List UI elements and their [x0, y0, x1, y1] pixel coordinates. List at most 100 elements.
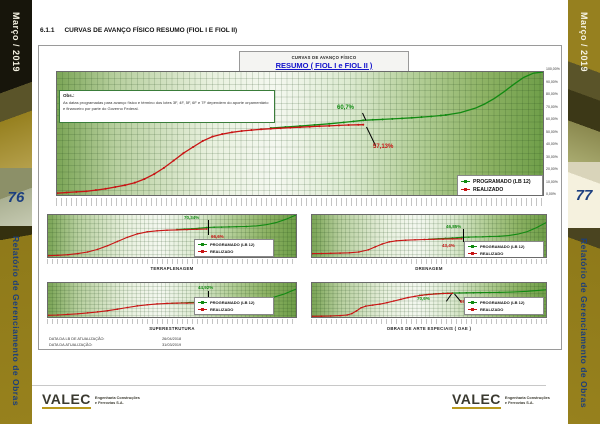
y-tick-label: 80,00%: [546, 92, 558, 97]
superestrutura-programado-label: 44,92%: [198, 285, 214, 290]
leader-line: [462, 229, 464, 242]
chart-title-line2: RESUMO ( FIOL I e FIOL II ): [275, 61, 373, 70]
note-box: Obs.: As datas programadas para avanço f…: [59, 90, 275, 123]
date-row: DATA DA LB DE ATUALIZAÇÃO: 26/04/2018: [49, 336, 181, 342]
left-sidebar-month-band: Março / 2019: [0, 0, 32, 168]
valec-logotype: VALEC: [42, 391, 91, 409]
oae-plot: 70,6% 69,6% PROGRAMADO (LB 12) REALIZADO: [311, 282, 547, 318]
y-tick-label: 100,00%: [546, 67, 560, 71]
main-realizado-label: 57,13%: [373, 144, 394, 150]
valec-tagline-line1: Engenharia Construções: [94, 396, 140, 400]
date-value: 26/04/2018: [162, 337, 182, 341]
x-axis-ticks: [47, 259, 297, 264]
x-axis-ticks: [311, 259, 547, 264]
left-sidebar-title-band: Relatório de Gerenciamento de Obras: [0, 226, 32, 424]
oae-legend: PROGRAMADO (LB 12) REALIZADO: [464, 297, 544, 315]
y-tick-label: 50,00%: [546, 129, 558, 134]
update-dates: DATA DA LB DE ATUALIZAÇÃO: 26/04/2018 DA…: [49, 336, 181, 349]
right-sidebar-title-band: Relatório de Gerenciamento de Obras: [568, 228, 600, 424]
valec-tagline-line2: e Ferrovias S.A.: [94, 400, 124, 405]
right-sidebar-month-band: Março / 2019: [568, 0, 600, 162]
right-month-label: Março / 2019: [579, 12, 589, 73]
drenagem-title: DRENAGEM: [415, 265, 443, 271]
terraplenagem-title: TERRAPLENAGEM: [150, 265, 194, 271]
realizado-marker-icon: [468, 307, 477, 311]
legend-programado-row: PROGRAMADO (LB 12): [198, 300, 270, 305]
legend-realizado-row: REALIZADO: [468, 307, 540, 312]
legend-programado-label: PROGRAMADO (LB 12): [480, 300, 525, 305]
programado-marker-icon: [198, 242, 207, 246]
legend-programado-row: PROGRAMADO (LB 12): [468, 244, 540, 249]
main-summary-chart: Obs.: As datas programadas para avanço f…: [56, 71, 544, 196]
programado-marker-icon: [461, 179, 470, 183]
oae-programado-label: 70,6%: [417, 296, 430, 301]
left-sidebar: Março / 2019 76 Relatório de Gerenciamen…: [0, 0, 32, 424]
legend-realizado-row: REALIZADO: [198, 249, 270, 254]
terraplenagem-legend: PROGRAMADO (LB 12) REALIZADO: [194, 239, 274, 257]
legend-programado-row: PROGRAMADO (LB 12): [461, 179, 539, 185]
legend-programado-label: PROGRAMADO (LB 12): [473, 178, 531, 185]
section-heading: 6.1.1 CURVAS DE AVANÇO FÍSICO RESUMO (FI…: [40, 27, 237, 34]
legend-realizado-row: REALIZADO: [468, 251, 540, 256]
terraplenagem-realizado-label: 66,6%: [211, 234, 224, 239]
valec-logo-left: VALEC Engenharia Construções e Ferrovias…: [42, 392, 140, 409]
realizado-marker-icon: [468, 251, 477, 255]
leader-line: [207, 220, 209, 235]
valec-tagline: Engenharia Construções e Ferrovias S.A.: [505, 396, 550, 406]
y-tick-label: 70,00%: [546, 104, 558, 109]
superestrutura-legend: PROGRAMADO (LB 12) REALIZADO: [194, 297, 274, 315]
legend-programado-label: PROGRAMADO (LB 12): [210, 300, 255, 305]
realizado-marker-icon: [461, 187, 470, 191]
legend-programado-label: PROGRAMADO (LB 12): [210, 242, 255, 247]
programado-marker-icon: [468, 244, 477, 248]
note-text: As datas programadas para avanço físico …: [63, 100, 269, 111]
valec-logo-right: VALEC Engenharia Construções e Ferrovias…: [452, 392, 550, 409]
right-sidebar-pagenumber-band: 77: [568, 162, 600, 228]
date-row: DATA DA ATUALIZAÇÃO: 31/03/2019: [49, 342, 181, 348]
right-sidebar: Março / 2019 77 Relatório de Gerenciamen…: [568, 0, 600, 424]
y-tick-label: 10,00%: [546, 179, 558, 184]
chart-card-terraplenagem: 70,34% 66,6% PROGRAMADO (LB 12) REALIZAD…: [47, 214, 297, 271]
drenagem-realizado-label: 43,4%: [442, 243, 455, 248]
left-report-title: Relatório de Gerenciamento de Obras: [11, 236, 21, 407]
drenagem-plot: 46,85% 43,4% PROGRAMADO (LB 12) REALIZAD…: [311, 214, 547, 258]
programado-marker-icon: [198, 300, 207, 304]
footer-divider: [32, 385, 546, 386]
terraplenagem-plot: 70,34% 66,6% PROGRAMADO (LB 12) REALIZAD…: [47, 214, 297, 258]
drenagem-legend: PROGRAMADO (LB 12) REALIZADO: [464, 241, 544, 257]
charts-frame: CURVAS DE AVANÇO FÍSICO RESUMO ( FIOL I …: [38, 45, 562, 350]
realizado-marker-icon: [198, 307, 207, 311]
superestrutura-plot: 44,92% 41,2% PROGRAMADO (LB 12) REALIZAD…: [47, 282, 297, 318]
legend-realizado-label: REALIZADO: [480, 251, 504, 256]
realizado-marker-icon: [198, 249, 207, 253]
valec-tagline: Engenharia Construções e Ferrovias S.A.: [95, 396, 140, 406]
chart-card-oae: 70,6% 69,6% PROGRAMADO (LB 12) REALIZADO: [311, 282, 547, 331]
right-page-number: 77: [575, 186, 593, 204]
legend-realizado-label: REALIZADO: [473, 186, 504, 193]
legend-realizado-row: REALIZADO: [198, 307, 270, 312]
terraplenagem-programado-label: 70,34%: [184, 215, 200, 220]
y-tick-label: 60,00%: [546, 117, 558, 122]
chart-title-line1: CURVAS DE AVANÇO FÍSICO: [291, 55, 357, 60]
programado-marker-icon: [468, 300, 477, 304]
section-title: CURVAS DE AVANÇO FÍSICO RESUMO (FIOL I E…: [64, 27, 238, 34]
legend-realizado-row: REALIZADO: [461, 187, 539, 193]
legend-programado-label: PROGRAMADO (LB 12): [480, 244, 525, 249]
drenagem-programado-label: 46,85%: [446, 224, 462, 229]
y-tick-label: 40,00%: [546, 142, 558, 147]
left-sidebar-pagenumber-band: 76: [0, 168, 32, 226]
legend-realizado-label: REALIZADO: [210, 307, 234, 312]
y-tick-label: 0,00%: [546, 192, 556, 197]
y-tick-label: 30,00%: [546, 154, 558, 159]
oae-title: OBRAS DE ARTE ESPECIAIS ( OAE ): [386, 325, 472, 331]
chart-card-superestrutura: 44,92% 41,2% PROGRAMADO (LB 12) REALIZAD…: [47, 282, 297, 331]
page-content: 6.1.1 CURVAS DE AVANÇO FÍSICO RESUMO (FI…: [32, 0, 568, 424]
section-number: 6.1.1: [40, 27, 55, 34]
legend-realizado-label: REALIZADO: [480, 307, 504, 312]
note-label: Obs.:: [63, 93, 75, 98]
valec-logotype: VALEC: [452, 391, 501, 409]
x-axis-ticks: [311, 319, 547, 324]
superestrutura-title: SUPERESTRUTURA: [149, 325, 195, 331]
right-report-title: Relatório de Gerenciamento de Obras: [579, 238, 589, 409]
